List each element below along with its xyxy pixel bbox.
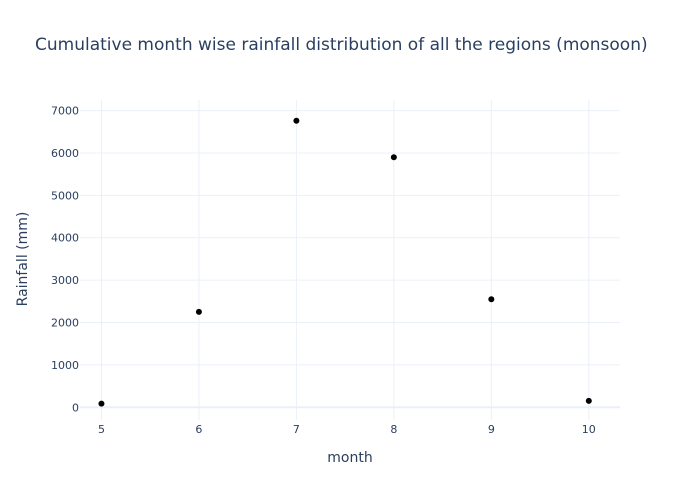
x-tick-label: 10	[582, 423, 596, 436]
y-axis-title: Rainfall (mm)	[15, 212, 31, 307]
y-tick-label: 5000	[51, 189, 79, 202]
data-points	[98, 117, 592, 407]
data-point[interactable]	[98, 400, 105, 407]
y-tick-label: 4000	[51, 232, 79, 245]
y-tick-label: 0	[72, 401, 79, 414]
chart-title: Cumulative month wise rainfall distribut…	[35, 35, 648, 55]
y-tick-label: 1000	[51, 359, 79, 372]
x-tick-label: 6	[195, 423, 202, 436]
x-tick-label: 9	[488, 423, 495, 436]
x-tick-label: 8	[390, 423, 397, 436]
data-point[interactable]	[585, 397, 592, 404]
y-tick-label: 3000	[51, 274, 79, 287]
y-tick-label: 6000	[51, 147, 79, 160]
x-tick-label: 7	[293, 423, 300, 436]
data-point[interactable]	[390, 154, 397, 161]
y-tick-label: 2000	[51, 317, 79, 330]
tick-labels: 5 6 7 8 9 10 0 1000 2000 3000 4000 5000 6000 7000	[51, 105, 596, 436]
x-tick-label: 5	[98, 423, 105, 436]
data-point[interactable]	[195, 308, 202, 315]
data-point[interactable]	[488, 296, 495, 303]
y-tick-label: 7000	[51, 105, 79, 118]
x-axis-title: month	[327, 450, 372, 466]
data-point[interactable]	[293, 117, 300, 124]
grid-lines	[80, 100, 620, 420]
